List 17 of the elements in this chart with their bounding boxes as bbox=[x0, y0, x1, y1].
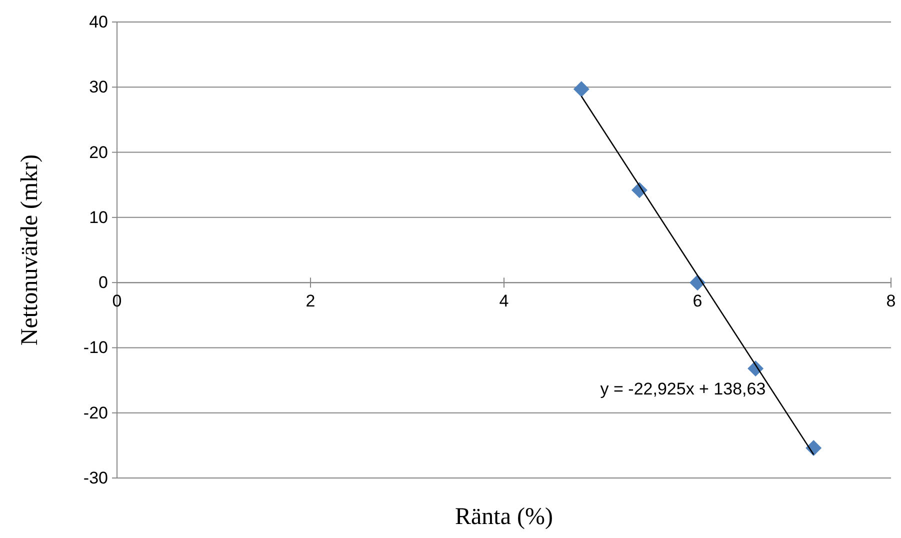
annotation: y = -22,925x + 138,63 bbox=[600, 379, 766, 398]
x-tick-label: 8 bbox=[886, 292, 896, 311]
y-tick-label: -30 bbox=[83, 468, 108, 488]
y-tick-label: 40 bbox=[89, 12, 108, 32]
point bbox=[573, 81, 590, 98]
x-axis-title: Ränta (%) bbox=[455, 504, 553, 530]
y-tick-label: 20 bbox=[89, 142, 108, 162]
y-axis-title: Nettonuvärde (mkr) bbox=[17, 154, 43, 346]
y-tick-label: 0 bbox=[98, 273, 108, 292]
y-tick-label: -20 bbox=[83, 403, 108, 422]
x-tick-label: 0 bbox=[112, 292, 122, 311]
x-tick-label: 2 bbox=[306, 292, 316, 311]
y-tick-label: 30 bbox=[89, 78, 108, 97]
y-tick-label: -10 bbox=[83, 338, 108, 358]
x-tick-label: 4 bbox=[499, 292, 509, 311]
y-tick-label: 10 bbox=[89, 208, 108, 227]
x-tick-label: 6 bbox=[692, 292, 702, 311]
